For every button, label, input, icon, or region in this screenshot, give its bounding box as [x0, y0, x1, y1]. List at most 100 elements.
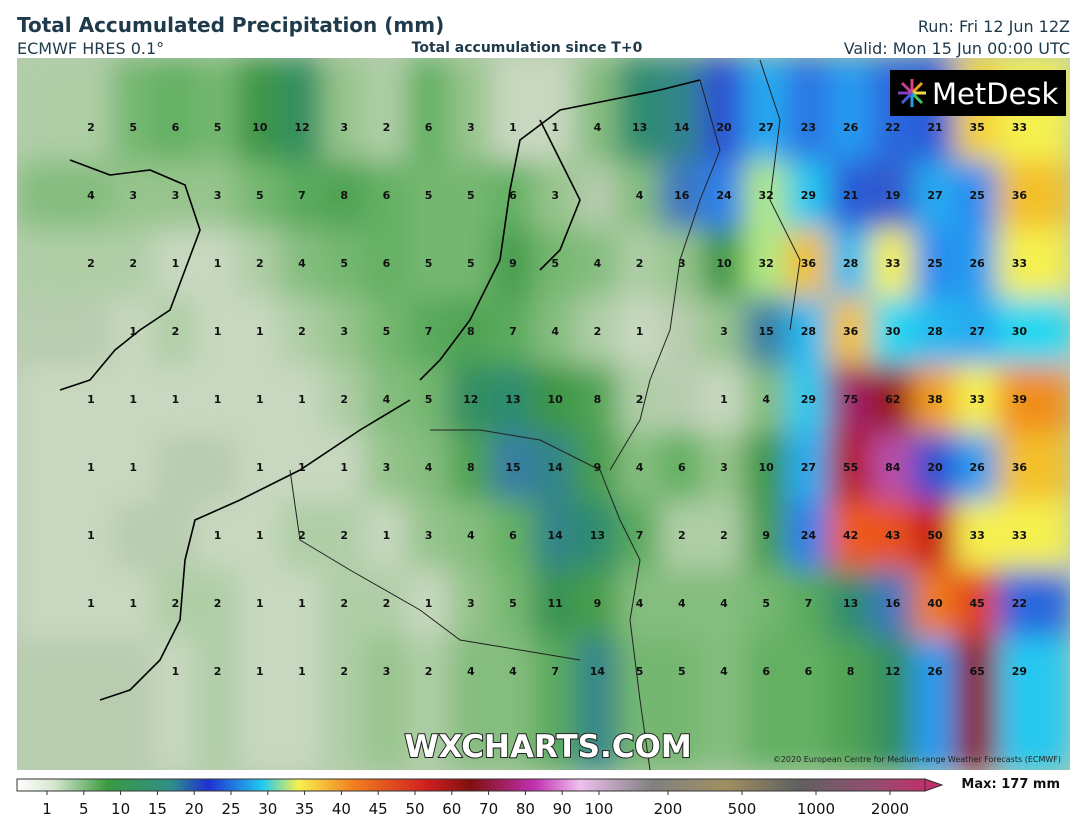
grid-value: 29 — [801, 189, 816, 202]
field-cell — [828, 161, 873, 231]
field-cell — [153, 365, 198, 435]
logo-text: MetDesk — [932, 77, 1059, 111]
field-cell — [533, 297, 578, 367]
grid-value: 26 — [970, 461, 986, 474]
grid-value: 4 — [425, 461, 433, 474]
field-cell — [364, 637, 409, 770]
grid-value: 4 — [594, 257, 602, 270]
grid-value: 36 — [801, 257, 817, 270]
field-cell — [533, 637, 578, 770]
grid-value: 1 — [129, 461, 137, 474]
colorbar-label: 70 — [479, 800, 498, 818]
field-cell — [828, 501, 873, 571]
field-cell — [153, 637, 198, 770]
grid-value: 6 — [383, 189, 391, 202]
field-cell — [786, 161, 831, 231]
grid-value: 1 — [87, 597, 95, 610]
field-cell — [912, 637, 958, 770]
model: ECMWF HRES 0.1° — [17, 39, 164, 58]
field-cell — [406, 433, 451, 503]
field-cell — [955, 569, 1000, 639]
grid-value: 3 — [383, 461, 391, 474]
field-cell — [237, 433, 282, 503]
field-cell — [448, 365, 493, 435]
grid-value: 1 — [720, 393, 728, 406]
grid-value: 2 — [636, 393, 644, 406]
grid-value: 19 — [885, 189, 900, 202]
grid-value: 7 — [805, 597, 813, 610]
field-cell — [364, 433, 409, 503]
field-cell — [406, 501, 451, 571]
coast-nl — [419, 79, 701, 381]
grid-value: 4 — [720, 597, 728, 610]
max-label: Max: 177 mm — [961, 777, 1060, 792]
grid-value: 4 — [636, 189, 644, 202]
grid-value: 28 — [843, 257, 858, 270]
colorbar-label: 5 — [79, 800, 89, 818]
border-be — [430, 429, 651, 770]
grid-value: 2 — [172, 597, 180, 610]
field-cell — [364, 569, 409, 639]
grid-value: 2 — [383, 121, 391, 134]
grid-value: 36 — [1012, 189, 1028, 202]
grid-value: 4 — [467, 529, 475, 542]
field-cell — [364, 229, 409, 299]
grid-value: 8 — [467, 461, 475, 474]
grid-value: 45 — [970, 597, 985, 610]
colorbar-label: 25 — [221, 800, 240, 818]
coast-uk — [59, 159, 201, 391]
grid-value: 5 — [256, 189, 264, 202]
field-cell — [617, 365, 662, 435]
grid-value: 7 — [636, 529, 644, 542]
watermark: WXCHARTS.COM — [404, 729, 691, 765]
field-cell — [448, 569, 493, 639]
colorbar-label: 500 — [728, 800, 757, 818]
grid-value: 4 — [762, 393, 770, 406]
field-cell — [406, 229, 451, 299]
field-cell — [955, 229, 1000, 299]
field-cell — [533, 433, 578, 503]
grid-value: 8 — [594, 393, 602, 406]
field-cell — [490, 297, 536, 367]
grid-value: 12 — [463, 393, 478, 406]
grid-value: 1 — [129, 597, 137, 610]
field-cell — [997, 161, 1070, 231]
grid-value: 5 — [762, 597, 770, 610]
colorbar-label: 30 — [258, 800, 277, 818]
field-cell — [912, 365, 958, 435]
field-cell — [744, 161, 789, 231]
field-cell — [659, 433, 704, 503]
field-cell — [490, 58, 536, 163]
field-cell — [786, 297, 831, 367]
field-cell — [997, 637, 1070, 770]
field-cell — [364, 58, 409, 163]
grid-value: 11 — [548, 597, 563, 610]
grid-value: 9 — [594, 597, 602, 610]
colorbar-label: 35 — [295, 800, 314, 818]
logo-icon — [898, 79, 926, 107]
grid-value: 9 — [509, 257, 517, 270]
field-cell — [575, 58, 620, 163]
field-cell — [701, 501, 747, 571]
field-cell — [617, 637, 662, 770]
field-cell — [659, 229, 704, 299]
grid-value: 36 — [843, 325, 859, 338]
field-cell — [786, 229, 831, 299]
grid-value: 1 — [256, 597, 264, 610]
field-cell — [17, 433, 114, 503]
field-cell — [364, 161, 409, 231]
field-cell — [659, 161, 704, 231]
grid-value: 4 — [551, 325, 559, 338]
grid-value: 13 — [590, 529, 605, 542]
field-cell — [448, 58, 493, 163]
grid-value: 12 — [885, 665, 900, 678]
field-cell — [912, 297, 958, 367]
field-cell — [237, 365, 282, 435]
grid-value: 1 — [172, 665, 180, 678]
field-cell — [575, 229, 620, 299]
field-cell — [195, 569, 240, 639]
grid-value: 5 — [214, 121, 222, 134]
grid-value: 2 — [340, 597, 348, 610]
colorbar-label: 2000 — [871, 800, 909, 818]
